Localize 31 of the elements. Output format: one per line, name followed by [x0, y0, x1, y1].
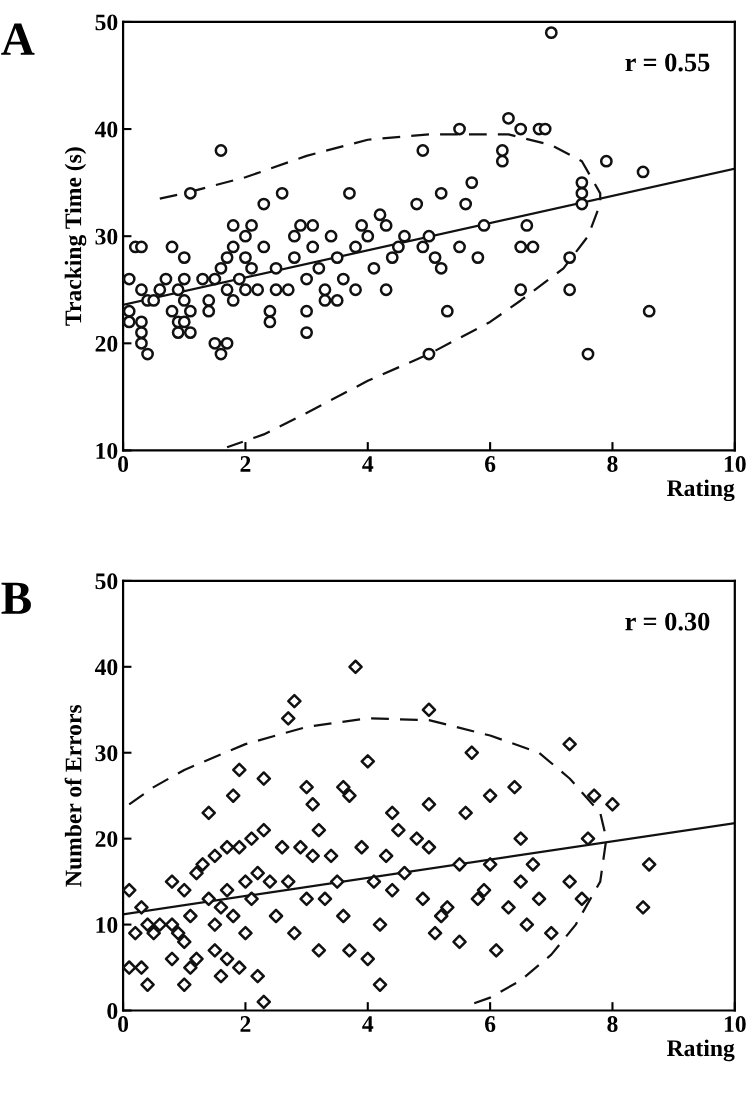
- x-axis-title: Rating: [667, 479, 735, 502]
- y-tick-label: 20: [95, 335, 118, 352]
- chart-title: A: [1, 23, 35, 55]
- x-tick-label: 6: [485, 1016, 496, 1032]
- y-tick-label: 30: [95, 745, 118, 762]
- y-tick-label: 10: [96, 917, 118, 934]
- x-tick-label: 4: [362, 456, 374, 472]
- y-tick-label: 40: [94, 659, 118, 676]
- y-tick-label: 0: [107, 1003, 118, 1019]
- y-tick-label: 30: [95, 228, 118, 245]
- x-tick-label: 4: [362, 1016, 374, 1032]
- annotation: r = 0.30: [625, 612, 710, 631]
- x-tick-label: 8: [607, 1016, 618, 1032]
- y-tick-label: 50: [95, 573, 118, 590]
- x-tick-label: 8: [607, 456, 618, 472]
- x-axis-title: Rating: [667, 1039, 735, 1062]
- y-axis-title: Tracking Time (s): [64, 147, 87, 326]
- y-tick-label: 50: [95, 14, 118, 31]
- y-axis-title: Number of Errors: [64, 704, 82, 887]
- y-tick-label: 10: [96, 442, 118, 459]
- y-tick-label: 40: [94, 121, 118, 138]
- x-tick-label: 10: [724, 456, 746, 472]
- chart-title: B: [1, 582, 31, 614]
- annotation: r = 0.55: [625, 53, 710, 72]
- x-tick-label: 0: [118, 1016, 129, 1032]
- x-tick-label: 2: [240, 1016, 251, 1032]
- x-tick-label: 2: [240, 456, 251, 472]
- x-tick-label: 0: [118, 456, 129, 472]
- y-tick-label: 20: [95, 831, 118, 848]
- x-tick-label: 6: [485, 456, 496, 472]
- x-tick-label: 10: [724, 1016, 746, 1032]
